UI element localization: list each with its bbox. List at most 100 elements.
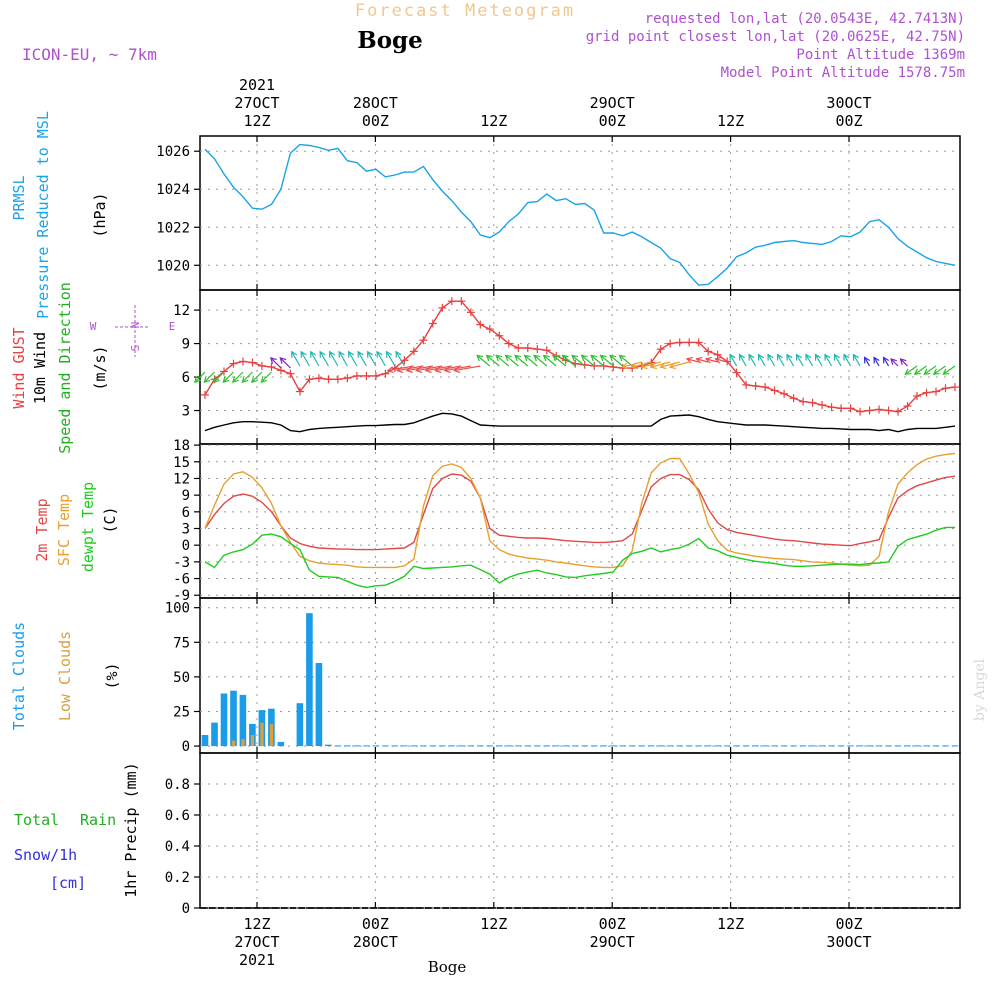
bottom-time-label: 2021 [239, 951, 275, 969]
gust-point [666, 339, 675, 348]
total-clouds-bar [904, 745, 911, 747]
y-tick-label: 0.8 [165, 777, 190, 793]
gust-point [229, 359, 238, 368]
wind-direction-arrow [212, 371, 225, 383]
total-clouds-bar [439, 745, 446, 747]
top-time-label: 12Z [480, 112, 507, 130]
total-clouds-bar [505, 745, 513, 747]
total-clouds-bar [571, 745, 579, 747]
compass-e: E [169, 320, 176, 333]
total-clouds-bar [638, 745, 645, 747]
temp2m-label: 2m Temp [33, 498, 51, 561]
total-clouds-bar [201, 735, 209, 747]
total-clouds-bar [657, 745, 664, 747]
gust-point [381, 369, 390, 378]
wind-direction-arrow [776, 353, 785, 367]
y-tick-label: 0.6 [165, 808, 190, 824]
gust-point [371, 371, 380, 380]
watermark: by Angel [972, 658, 988, 721]
total-clouds-bar [458, 745, 465, 747]
gust-point [799, 397, 808, 406]
wind-direction-arrow [899, 358, 908, 367]
gust-point [827, 403, 836, 412]
total-clouds-bar [666, 745, 674, 747]
bottom-time-label: 28OCT [353, 933, 398, 951]
y-tick-label: 100 [165, 601, 190, 617]
wind-direction-arrow [695, 356, 709, 364]
bottom-time-label: 27OCT [234, 933, 279, 951]
point-altitude: Point Altitude 1369m [796, 47, 965, 63]
wind-direction-arrow [863, 356, 871, 367]
top-time-label: 12Z [717, 112, 744, 130]
wind-direction-arrow [757, 353, 766, 367]
total-clouds-bar [524, 745, 532, 747]
total-clouds-bar [885, 745, 892, 747]
total-clouds-bar [771, 745, 778, 747]
wind-direction-arrow [222, 371, 234, 383]
total-clouds-bar [334, 745, 342, 747]
wind-direction-arrow [630, 361, 652, 370]
y-tick-label: -9 [173, 588, 190, 604]
total-clouds-bar [609, 745, 617, 747]
wind-gust-label: Wind GUST [10, 327, 28, 408]
y-tick-label: -6 [173, 572, 190, 588]
rain-label: Rain [80, 811, 116, 829]
wind-direction-arrow [476, 354, 491, 367]
total-clouds-bar [685, 745, 693, 747]
bottom-time-label: 12Z [717, 915, 744, 933]
y-tick-label: 0 [182, 739, 190, 755]
clouds-panel: 0 25 50 75 100 [165, 597, 961, 755]
wind-direction-arrow [599, 354, 614, 367]
y-tick-label: 1024 [156, 182, 190, 198]
wind-direction-arrow [395, 350, 405, 367]
total-clouds-bar [249, 723, 256, 746]
gust-point [780, 389, 789, 398]
gust-point [685, 338, 694, 347]
total-clouds-bar [515, 745, 522, 747]
chart-title: Forecast Meteogram [355, 1, 575, 21]
series-line-sfc-temp [204, 452, 956, 569]
wind-direction-arrow [704, 356, 718, 364]
snow-unit-label: [cm] [50, 874, 86, 892]
wind-direction-arrow [504, 354, 519, 367]
total-clouds-bar [552, 745, 560, 747]
total-label: Total [14, 811, 59, 829]
gust-point [865, 406, 874, 415]
total-clouds-bar [429, 745, 437, 747]
y-tick-label: 25 [173, 704, 190, 720]
total-clouds-bar [372, 745, 380, 747]
series-line-wind-gust [204, 300, 956, 413]
wind-direction-arrow [552, 354, 567, 367]
gust-point [751, 381, 760, 390]
wind-direction-arrow [873, 356, 880, 367]
gust-point [324, 375, 333, 384]
y-tick-label: 18 [173, 438, 190, 454]
total-clouds-bar [942, 745, 949, 747]
wind-direction-arrow [291, 350, 301, 367]
wind-direction-arrow [805, 353, 814, 367]
top-time-label: 00Z [362, 112, 389, 130]
total-clouds-bar [401, 745, 408, 747]
sfc-temp-label: SFC Temp [55, 494, 73, 566]
bottom-time-label: 12Z [243, 915, 270, 933]
total-clouds-bar [344, 745, 351, 747]
total-clouds-bar [837, 745, 845, 747]
wind-direction-arrow [357, 350, 367, 367]
wind-direction-arrow [523, 354, 538, 367]
clouds-unit: (%) [103, 662, 121, 689]
gust-point [257, 361, 266, 370]
wind-direction-arrow [852, 353, 861, 367]
gust-point [675, 338, 684, 347]
total-clouds-bar [306, 613, 313, 747]
wind-direction-arrow [485, 354, 500, 367]
wind-direction-arrow [729, 353, 738, 367]
series-line-10m-wind [204, 412, 956, 433]
wind-direction-arrow [533, 354, 548, 367]
total-clouds-bar [296, 703, 304, 747]
model-altitude: Model Point Altitude 1578.75m [721, 65, 965, 81]
wind-direction-arrow [203, 371, 215, 383]
y-tick-label: 12 [173, 471, 190, 487]
gust-point [533, 345, 542, 354]
total-clouds-bar [894, 745, 902, 747]
gust-point [704, 347, 713, 356]
